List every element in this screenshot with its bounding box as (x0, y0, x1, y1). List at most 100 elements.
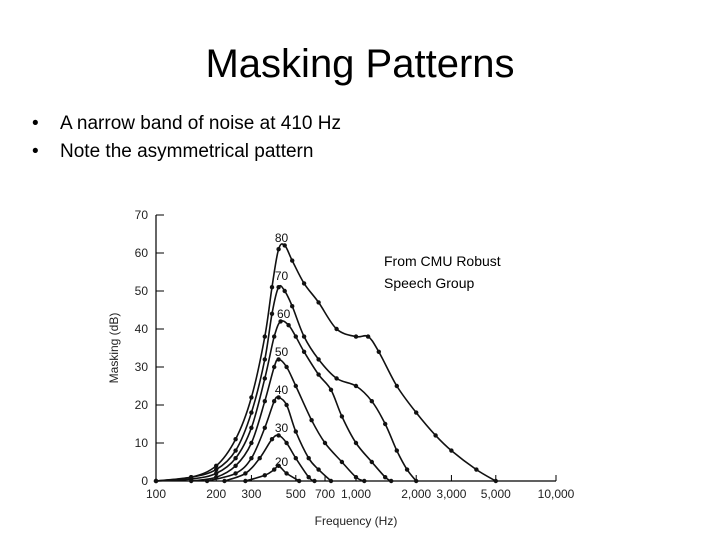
data-point (306, 475, 311, 480)
data-point (328, 387, 334, 392)
data-point (493, 478, 498, 484)
data-point (276, 395, 281, 400)
data-point (262, 334, 267, 339)
curve-level-label: 30 (275, 421, 289, 435)
data-point (269, 285, 275, 290)
x-tick-label: 3,000 (436, 487, 466, 501)
series-line-80 (155, 243, 497, 482)
y-tick-label: 70 (135, 208, 149, 222)
data-point (243, 478, 248, 484)
data-point (257, 456, 262, 461)
data-point (222, 478, 227, 484)
data-point (449, 448, 454, 453)
chart-curve-labels: 80 70 60 50 40 30 20 (275, 231, 291, 469)
data-point (339, 414, 345, 419)
series-line-20 (245, 464, 300, 482)
data-point (353, 440, 359, 446)
data-point (214, 467, 219, 472)
data-point (269, 311, 275, 316)
curve-level-label: 40 (275, 383, 289, 397)
data-point (369, 399, 374, 404)
data-point (272, 364, 277, 370)
data-point (282, 243, 287, 248)
data-point (290, 304, 295, 309)
x-tick-label: 1,000 (341, 487, 371, 501)
data-point (204, 478, 210, 484)
data-point (383, 421, 388, 427)
y-tick-label: 60 (135, 246, 149, 260)
data-point (262, 399, 267, 404)
data-point (214, 463, 219, 468)
data-point (316, 467, 321, 472)
data-point (353, 475, 359, 480)
data-point (276, 463, 281, 468)
data-point (328, 478, 334, 484)
data-point (353, 383, 359, 389)
data-point (214, 471, 219, 476)
bullet-text: A narrow band of noise at 410 Hz (60, 113, 341, 134)
bullet-dot-icon: • (32, 141, 39, 162)
data-point (272, 467, 277, 472)
data-point (301, 334, 307, 339)
data-point (272, 399, 277, 404)
data-point (233, 437, 238, 442)
chart-curves (153, 243, 498, 484)
y-tick-label: 40 (135, 322, 149, 336)
bullet-item: • Note the asymmetrical pattern (32, 138, 341, 166)
curve-level-label: 60 (277, 307, 291, 321)
data-point (433, 433, 438, 438)
data-point (262, 376, 267, 381)
curve-level-label: 20 (275, 455, 289, 469)
data-point (262, 425, 267, 430)
bullet-item: • A narrow band of noise at 410 Hz (32, 110, 341, 138)
bullet-dot-icon: • (32, 113, 39, 134)
x-tick-label: 300 (241, 487, 261, 501)
data-point (249, 425, 254, 430)
data-point (293, 334, 298, 339)
data-point (322, 440, 328, 446)
data-point (243, 471, 248, 476)
data-point (316, 372, 321, 377)
data-point (404, 467, 410, 472)
data-point (474, 467, 479, 472)
data-point (269, 437, 275, 442)
data-point (376, 349, 381, 354)
data-point (290, 258, 295, 263)
data-point (297, 478, 302, 484)
data-point (316, 357, 321, 362)
y-tick-label: 30 (135, 360, 149, 374)
y-tick-label: 50 (135, 284, 149, 298)
data-point (293, 429, 298, 434)
x-tick-label: 200 (206, 487, 226, 501)
data-point (369, 459, 374, 465)
data-point (293, 383, 298, 389)
x-tick-label: 500 (286, 487, 306, 501)
data-point (284, 402, 289, 408)
data-point (414, 410, 419, 415)
credit-line: Speech Group (384, 275, 475, 291)
data-point (276, 433, 281, 438)
y-tick-label: 20 (135, 398, 149, 412)
chart-axes: 0 10 20 30 40 50 60 70 100 200 300 500 700 1,000 2,000… (107, 208, 575, 528)
data-point (301, 349, 307, 354)
slide-title: Masking Patterns (205, 42, 515, 86)
data-point (334, 326, 339, 332)
x-tick-label: 2,000 (401, 487, 431, 501)
bullet-text: Note the asymmetrical pattern (60, 141, 314, 162)
data-point (301, 281, 307, 286)
x-tick-label: 5,000 (481, 487, 511, 501)
y-tick-label: 0 (141, 474, 148, 488)
data-point (233, 471, 238, 476)
data-point (353, 334, 359, 339)
data-point (284, 440, 289, 446)
data-point (293, 456, 298, 461)
x-axis-label: Frequency (Hz) (315, 514, 398, 528)
data-point (272, 334, 277, 339)
data-point (394, 383, 399, 389)
data-point (276, 357, 281, 362)
data-point (339, 459, 345, 465)
data-point (389, 478, 394, 484)
curve-level-label: 50 (275, 345, 289, 359)
data-point (306, 456, 311, 461)
